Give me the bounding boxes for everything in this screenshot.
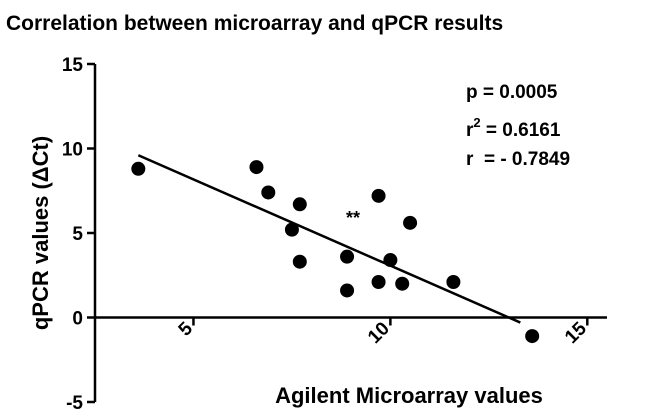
data-point bbox=[383, 253, 398, 268]
axes bbox=[87, 62, 607, 404]
regression-line bbox=[137, 154, 521, 324]
data-point bbox=[340, 249, 355, 264]
r-squared-value: = 0.6161 bbox=[481, 120, 561, 141]
data-point bbox=[249, 160, 264, 175]
y-tick-label: 15 bbox=[62, 55, 84, 76]
significance-annotation: ** bbox=[346, 208, 360, 228]
y-tick-label: 0 bbox=[72, 309, 83, 330]
y-axis-label: qPCR values (ΔCt) bbox=[28, 136, 53, 330]
chart-title: Correlation between microarray and qPCR … bbox=[6, 12, 503, 35]
data-points bbox=[131, 160, 540, 344]
data-point bbox=[371, 275, 386, 290]
data-point bbox=[371, 188, 386, 203]
data-point bbox=[292, 197, 307, 212]
data-point bbox=[292, 254, 307, 269]
y-tick-label: -5 bbox=[66, 393, 83, 414]
p-value-text: p = 0.0005 bbox=[466, 82, 558, 103]
r-squared-exponent: 2 bbox=[473, 115, 480, 130]
data-point bbox=[525, 329, 540, 344]
data-point bbox=[395, 276, 410, 291]
x-axis-label: Agilent Microarray values bbox=[275, 383, 543, 408]
y-tick-label: 10 bbox=[62, 140, 83, 161]
y-tick-label: 5 bbox=[72, 224, 83, 245]
regression-line-group bbox=[137, 154, 521, 324]
r-squared-text: r2 = 0.6161 bbox=[466, 115, 561, 141]
data-point bbox=[284, 222, 299, 237]
r-squared-prefix: r bbox=[466, 120, 474, 141]
data-point bbox=[446, 275, 461, 290]
r-value-text: r = - 0.7849 bbox=[466, 149, 570, 170]
data-point bbox=[340, 283, 355, 298]
data-point bbox=[131, 161, 146, 176]
data-point bbox=[403, 215, 418, 230]
data-point bbox=[261, 185, 276, 200]
